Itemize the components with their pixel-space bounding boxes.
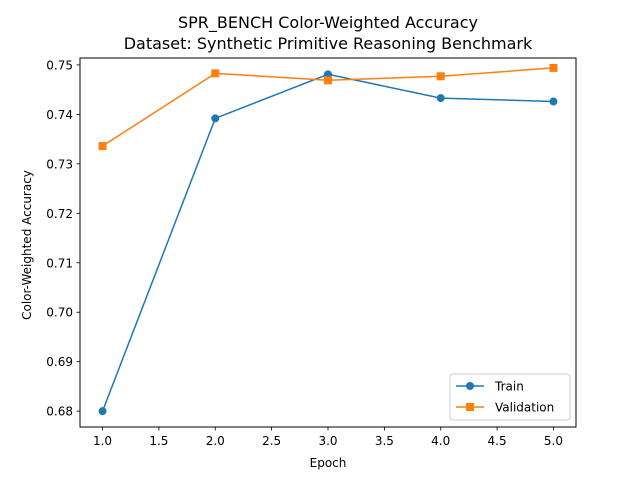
x-tick-label: 2.5 <box>262 434 281 448</box>
validation-point <box>549 63 558 72</box>
y-tick-label: 0.68 <box>46 405 73 419</box>
x-tick-label: 2.0 <box>206 434 225 448</box>
train-point <box>98 407 107 416</box>
y-tick-label: 0.73 <box>46 157 73 171</box>
x-tick-label: 5.0 <box>544 434 563 448</box>
x-axis-label: Epoch <box>310 456 347 470</box>
y-tick-label: 0.70 <box>46 306 73 320</box>
chart-title: SPR_BENCH Color-Weighted Accuracy <box>178 13 478 33</box>
validation-point <box>324 76 332 85</box>
train-point <box>211 114 220 123</box>
train-legend-marker <box>466 382 474 390</box>
y-tick-label: 0.71 <box>46 256 73 270</box>
x-tick-label: 3.5 <box>375 434 394 448</box>
x-tick-label: 4.5 <box>488 434 507 448</box>
train-legend-label: Train <box>494 380 524 394</box>
validation-point <box>436 72 445 81</box>
train-point <box>549 97 558 106</box>
y-tick-label: 0.74 <box>46 108 73 122</box>
y-axis-label: Color-Weighted Accuracy <box>20 170 34 320</box>
legend: Train Validation <box>449 373 571 421</box>
x-tick-label: 4.0 <box>431 434 450 448</box>
train-series-line <box>101 73 554 412</box>
x-tick-label: 3.0 <box>318 434 337 448</box>
y-tick-label: 0.72 <box>46 207 73 221</box>
x-tick-label: 1.5 <box>149 434 168 448</box>
axis-ticks: 1.0 1.5 2.0 2.5 3.0 3.5 4.0 4.5 5.0 0.68 0.69 0.70 0… <box>46 58 563 448</box>
y-tick-label: 0.75 <box>46 58 73 72</box>
train-point <box>436 94 445 103</box>
chart-subtitle: Dataset: Synthetic Primitive Reasoning B… <box>124 34 533 53</box>
y-tick-label: 0.69 <box>46 355 73 369</box>
validation-legend-marker <box>466 403 474 411</box>
validation-legend-label: Validation <box>495 401 554 415</box>
x-tick-label: 1.0 <box>93 434 112 448</box>
validation-point <box>211 69 220 78</box>
series-group <box>98 63 558 416</box>
validation-point <box>98 142 107 151</box>
plot-frame <box>79 57 577 428</box>
